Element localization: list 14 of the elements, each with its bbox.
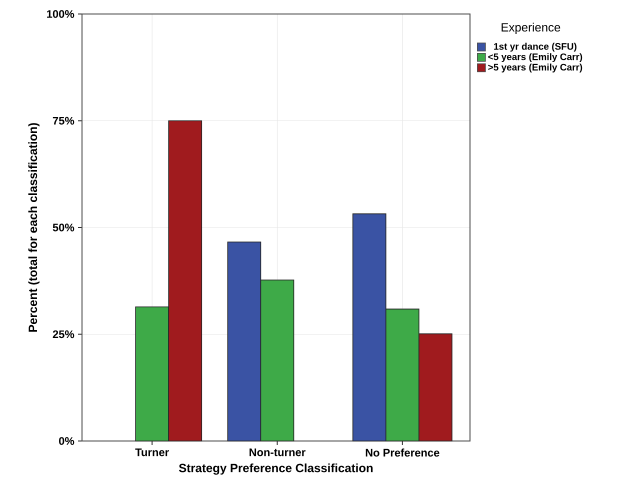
x-tick-label: No Preference — [366, 448, 440, 457]
x-tick-label: Turner — [135, 448, 169, 456]
legend-label: <5 years (Emily Carr) — [488, 53, 582, 62]
legend-label: >5 years (Emily Carr) — [488, 64, 582, 72]
legend-title: Experience — [502, 22, 560, 34]
y-tick-label: 25% — [52, 330, 74, 338]
y-tick-label: 75% — [52, 116, 74, 125]
y-axis-title: Percent (total for each classification) — [28, 123, 40, 332]
x-tick-label: Non-turner — [250, 448, 306, 456]
legend-label: 1st yr dance (SFU) — [494, 42, 576, 52]
y-tick-label: 50% — [52, 224, 74, 232]
y-tick-label: 100% — [47, 10, 74, 18]
y-tick-label: 0% — [59, 437, 74, 445]
x-axis-title: Strategy Preference Classification — [178, 463, 373, 475]
